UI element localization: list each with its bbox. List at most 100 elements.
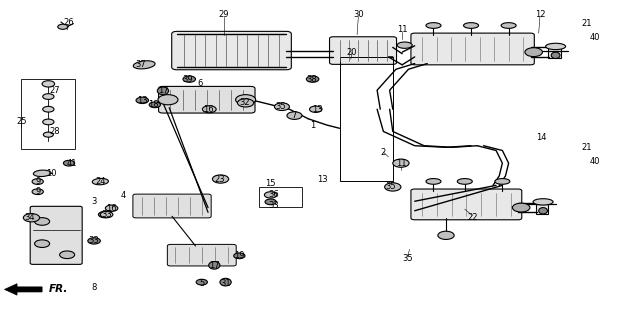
Text: 6: 6 (198, 79, 203, 88)
Ellipse shape (236, 95, 255, 105)
Text: 24: 24 (95, 177, 106, 186)
Text: 10: 10 (47, 169, 57, 178)
Text: 2: 2 (381, 148, 386, 156)
FancyBboxPatch shape (30, 206, 82, 264)
Text: 39: 39 (182, 75, 193, 84)
Ellipse shape (545, 43, 565, 50)
Text: 28: 28 (49, 127, 60, 136)
Text: 33: 33 (89, 236, 99, 245)
Ellipse shape (265, 199, 276, 205)
Ellipse shape (513, 203, 530, 212)
Text: 19: 19 (234, 251, 245, 260)
Ellipse shape (438, 231, 454, 239)
Text: 17: 17 (158, 86, 169, 95)
Ellipse shape (133, 61, 155, 69)
Text: 13: 13 (137, 96, 148, 105)
Ellipse shape (457, 179, 472, 184)
Text: 4: 4 (121, 191, 126, 200)
Text: FR.: FR. (48, 284, 68, 294)
Ellipse shape (274, 103, 289, 110)
Ellipse shape (60, 251, 75, 259)
Text: 13: 13 (313, 105, 323, 114)
Ellipse shape (426, 179, 441, 184)
Ellipse shape (234, 253, 245, 259)
Bar (548, 46, 560, 59)
Ellipse shape (35, 218, 50, 225)
Text: 12: 12 (535, 10, 545, 19)
Text: 11: 11 (396, 159, 406, 168)
Text: 27: 27 (49, 86, 60, 95)
Text: 31: 31 (220, 279, 231, 288)
Ellipse shape (209, 261, 220, 269)
Ellipse shape (525, 48, 542, 57)
Ellipse shape (23, 214, 40, 222)
Text: 37: 37 (135, 60, 146, 69)
Ellipse shape (392, 159, 409, 167)
Ellipse shape (32, 179, 43, 184)
Ellipse shape (287, 112, 302, 119)
Text: 20: 20 (347, 48, 357, 57)
Text: 7: 7 (292, 111, 297, 120)
Circle shape (42, 81, 55, 87)
Bar (340, 57, 392, 180)
Ellipse shape (501, 23, 516, 28)
Text: 13: 13 (317, 174, 327, 184)
Bar (535, 201, 548, 214)
Text: 1: 1 (310, 121, 315, 130)
Ellipse shape (464, 23, 479, 28)
Text: 30: 30 (353, 10, 364, 19)
Text: 22: 22 (467, 213, 477, 222)
Ellipse shape (88, 238, 101, 244)
Text: 16: 16 (106, 204, 117, 213)
Ellipse shape (101, 212, 113, 218)
Text: 33: 33 (269, 202, 279, 211)
Ellipse shape (213, 175, 229, 183)
Ellipse shape (397, 42, 412, 48)
Ellipse shape (149, 102, 160, 108)
Text: 5: 5 (199, 279, 204, 288)
Text: 11: 11 (397, 25, 408, 35)
Text: 29: 29 (218, 10, 229, 19)
Text: 17: 17 (209, 261, 220, 270)
Text: 26: 26 (64, 18, 74, 27)
Circle shape (58, 24, 68, 29)
Ellipse shape (309, 106, 322, 112)
Ellipse shape (136, 97, 148, 104)
Text: 9: 9 (35, 177, 40, 186)
Polygon shape (4, 284, 42, 295)
Ellipse shape (426, 23, 441, 28)
Ellipse shape (158, 95, 178, 105)
Text: 21: 21 (582, 19, 592, 28)
Ellipse shape (551, 52, 560, 59)
Ellipse shape (99, 212, 111, 218)
FancyBboxPatch shape (133, 194, 211, 218)
Text: 9: 9 (35, 187, 40, 196)
Circle shape (43, 94, 54, 100)
Ellipse shape (32, 189, 43, 195)
FancyBboxPatch shape (411, 33, 534, 65)
FancyBboxPatch shape (411, 189, 522, 220)
Ellipse shape (92, 178, 108, 185)
FancyBboxPatch shape (167, 244, 237, 266)
Text: 21: 21 (582, 143, 592, 152)
Text: 35: 35 (276, 102, 286, 111)
Circle shape (43, 119, 54, 125)
Ellipse shape (306, 76, 319, 82)
FancyBboxPatch shape (172, 31, 291, 70)
Text: 18: 18 (148, 100, 159, 109)
Text: 41: 41 (66, 159, 77, 168)
Ellipse shape (538, 208, 547, 214)
Text: 14: 14 (536, 133, 547, 142)
FancyBboxPatch shape (159, 86, 255, 113)
Ellipse shape (35, 240, 50, 247)
Text: 15: 15 (265, 179, 276, 188)
Ellipse shape (183, 76, 196, 82)
Bar (259, 187, 302, 207)
Circle shape (43, 106, 54, 112)
Text: 8: 8 (91, 283, 97, 292)
FancyBboxPatch shape (330, 37, 396, 64)
Ellipse shape (264, 192, 277, 198)
Text: 32: 32 (239, 99, 250, 108)
Circle shape (43, 132, 53, 137)
Ellipse shape (196, 279, 208, 285)
